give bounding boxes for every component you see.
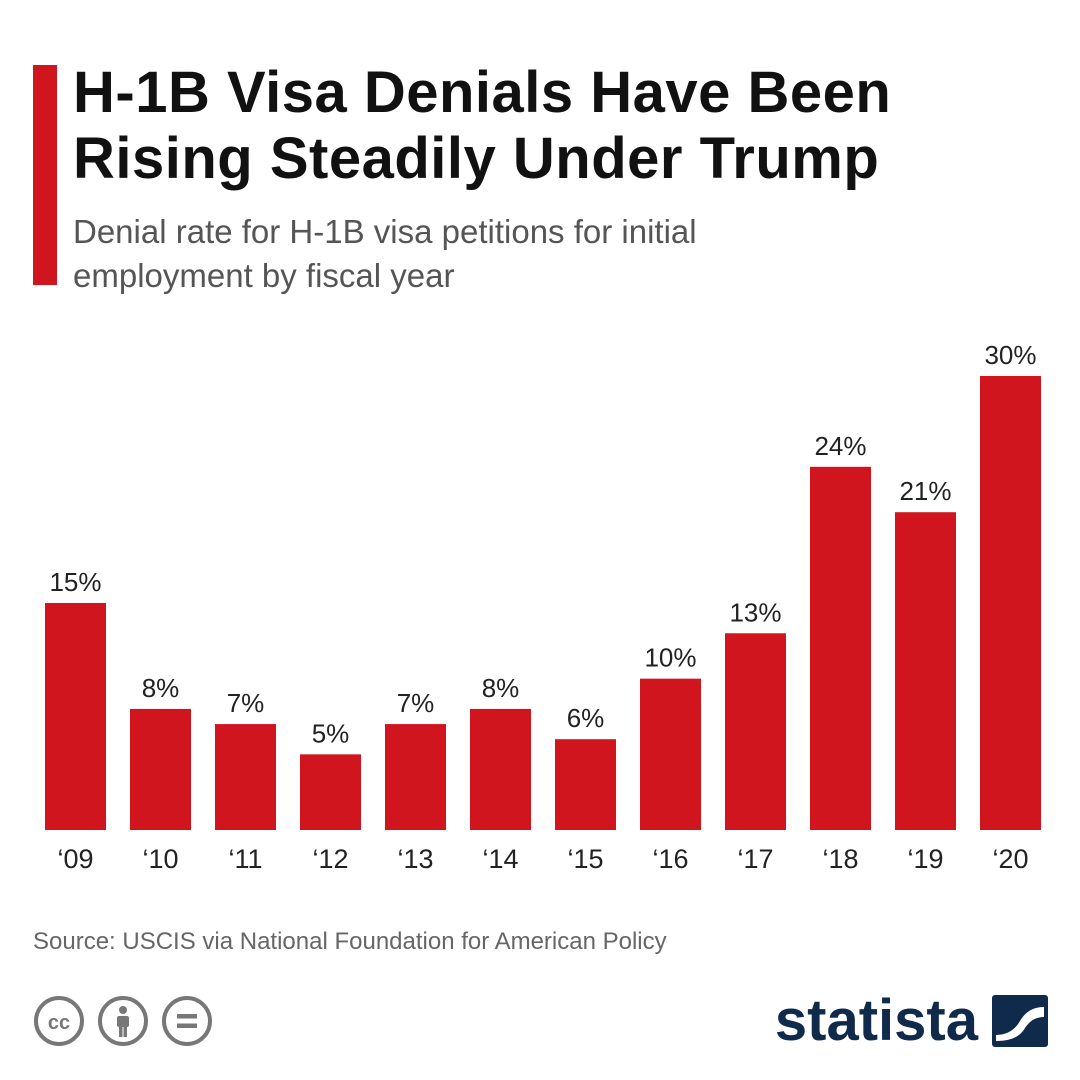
bar-5 [470,708,531,830]
x-tick-label-6: ‘15 [567,844,603,874]
x-tick-label-5: ‘14 [482,844,518,874]
no-derivatives-icon [162,996,212,1046]
value-label-0: 15% [49,567,101,597]
bar-1 [130,708,191,830]
value-label-1: 8% [142,673,180,703]
bar-9 [810,466,871,830]
bar-8 [725,633,786,830]
chart-title: H-1B Visa Denials Have Been Rising Stead… [73,60,892,191]
bar-chart: 15% ‘09 8% ‘10 7% ‘11 5% ‘12 7% ‘13 8% ‘14 6% ‘15 10% ‘… [45,340,1041,874]
value-label-2: 7% [227,688,265,718]
source-note: Source: USCIS via National Foundation fo… [33,928,667,955]
value-label-5: 8% [482,673,520,703]
license-icons: cc [33,995,213,1047]
x-tick-label-1: ‘10 [142,844,178,874]
svg-text:cc: cc [48,1012,70,1034]
x-tick-label-4: ‘13 [397,844,433,874]
x-tick-label-2: ‘11 [228,844,262,874]
x-tick-label-7: ‘16 [652,844,688,874]
bar-4 [385,724,446,830]
value-label-7: 10% [644,643,696,673]
value-label-8: 13% [729,597,781,627]
brand-name: statista [774,988,978,1053]
statista-mark-icon [992,995,1048,1047]
x-tick-label-8: ‘17 [737,844,773,874]
value-label-6: 6% [567,703,605,733]
value-label-10: 21% [899,476,951,506]
bar-11 [980,376,1041,830]
x-tick-label-11: ‘20 [992,844,1028,874]
x-tick-label-0: ‘09 [57,844,93,874]
value-label-4: 7% [397,688,435,718]
x-tick-label-3: ‘12 [312,844,348,874]
bar-6 [555,739,616,830]
bar-3 [300,754,361,830]
bar-0 [45,603,106,830]
bar-10 [895,512,956,830]
x-tick-label-9: ‘18 [822,844,858,874]
value-label-11: 30% [984,340,1036,370]
chart-subtitle: Denial rate for H-1B visa petitions for … [73,213,697,294]
x-tick-label-10: ‘19 [907,844,943,874]
accent-bar [33,65,57,285]
brand-logo: statista [775,988,1048,1054]
bar-2 [215,724,276,830]
creative-commons-icon: cc [34,996,84,1046]
value-label-3: 5% [312,718,350,748]
bar-7 [640,678,701,830]
value-label-9: 24% [814,431,866,461]
attribution-icon [98,996,148,1046]
